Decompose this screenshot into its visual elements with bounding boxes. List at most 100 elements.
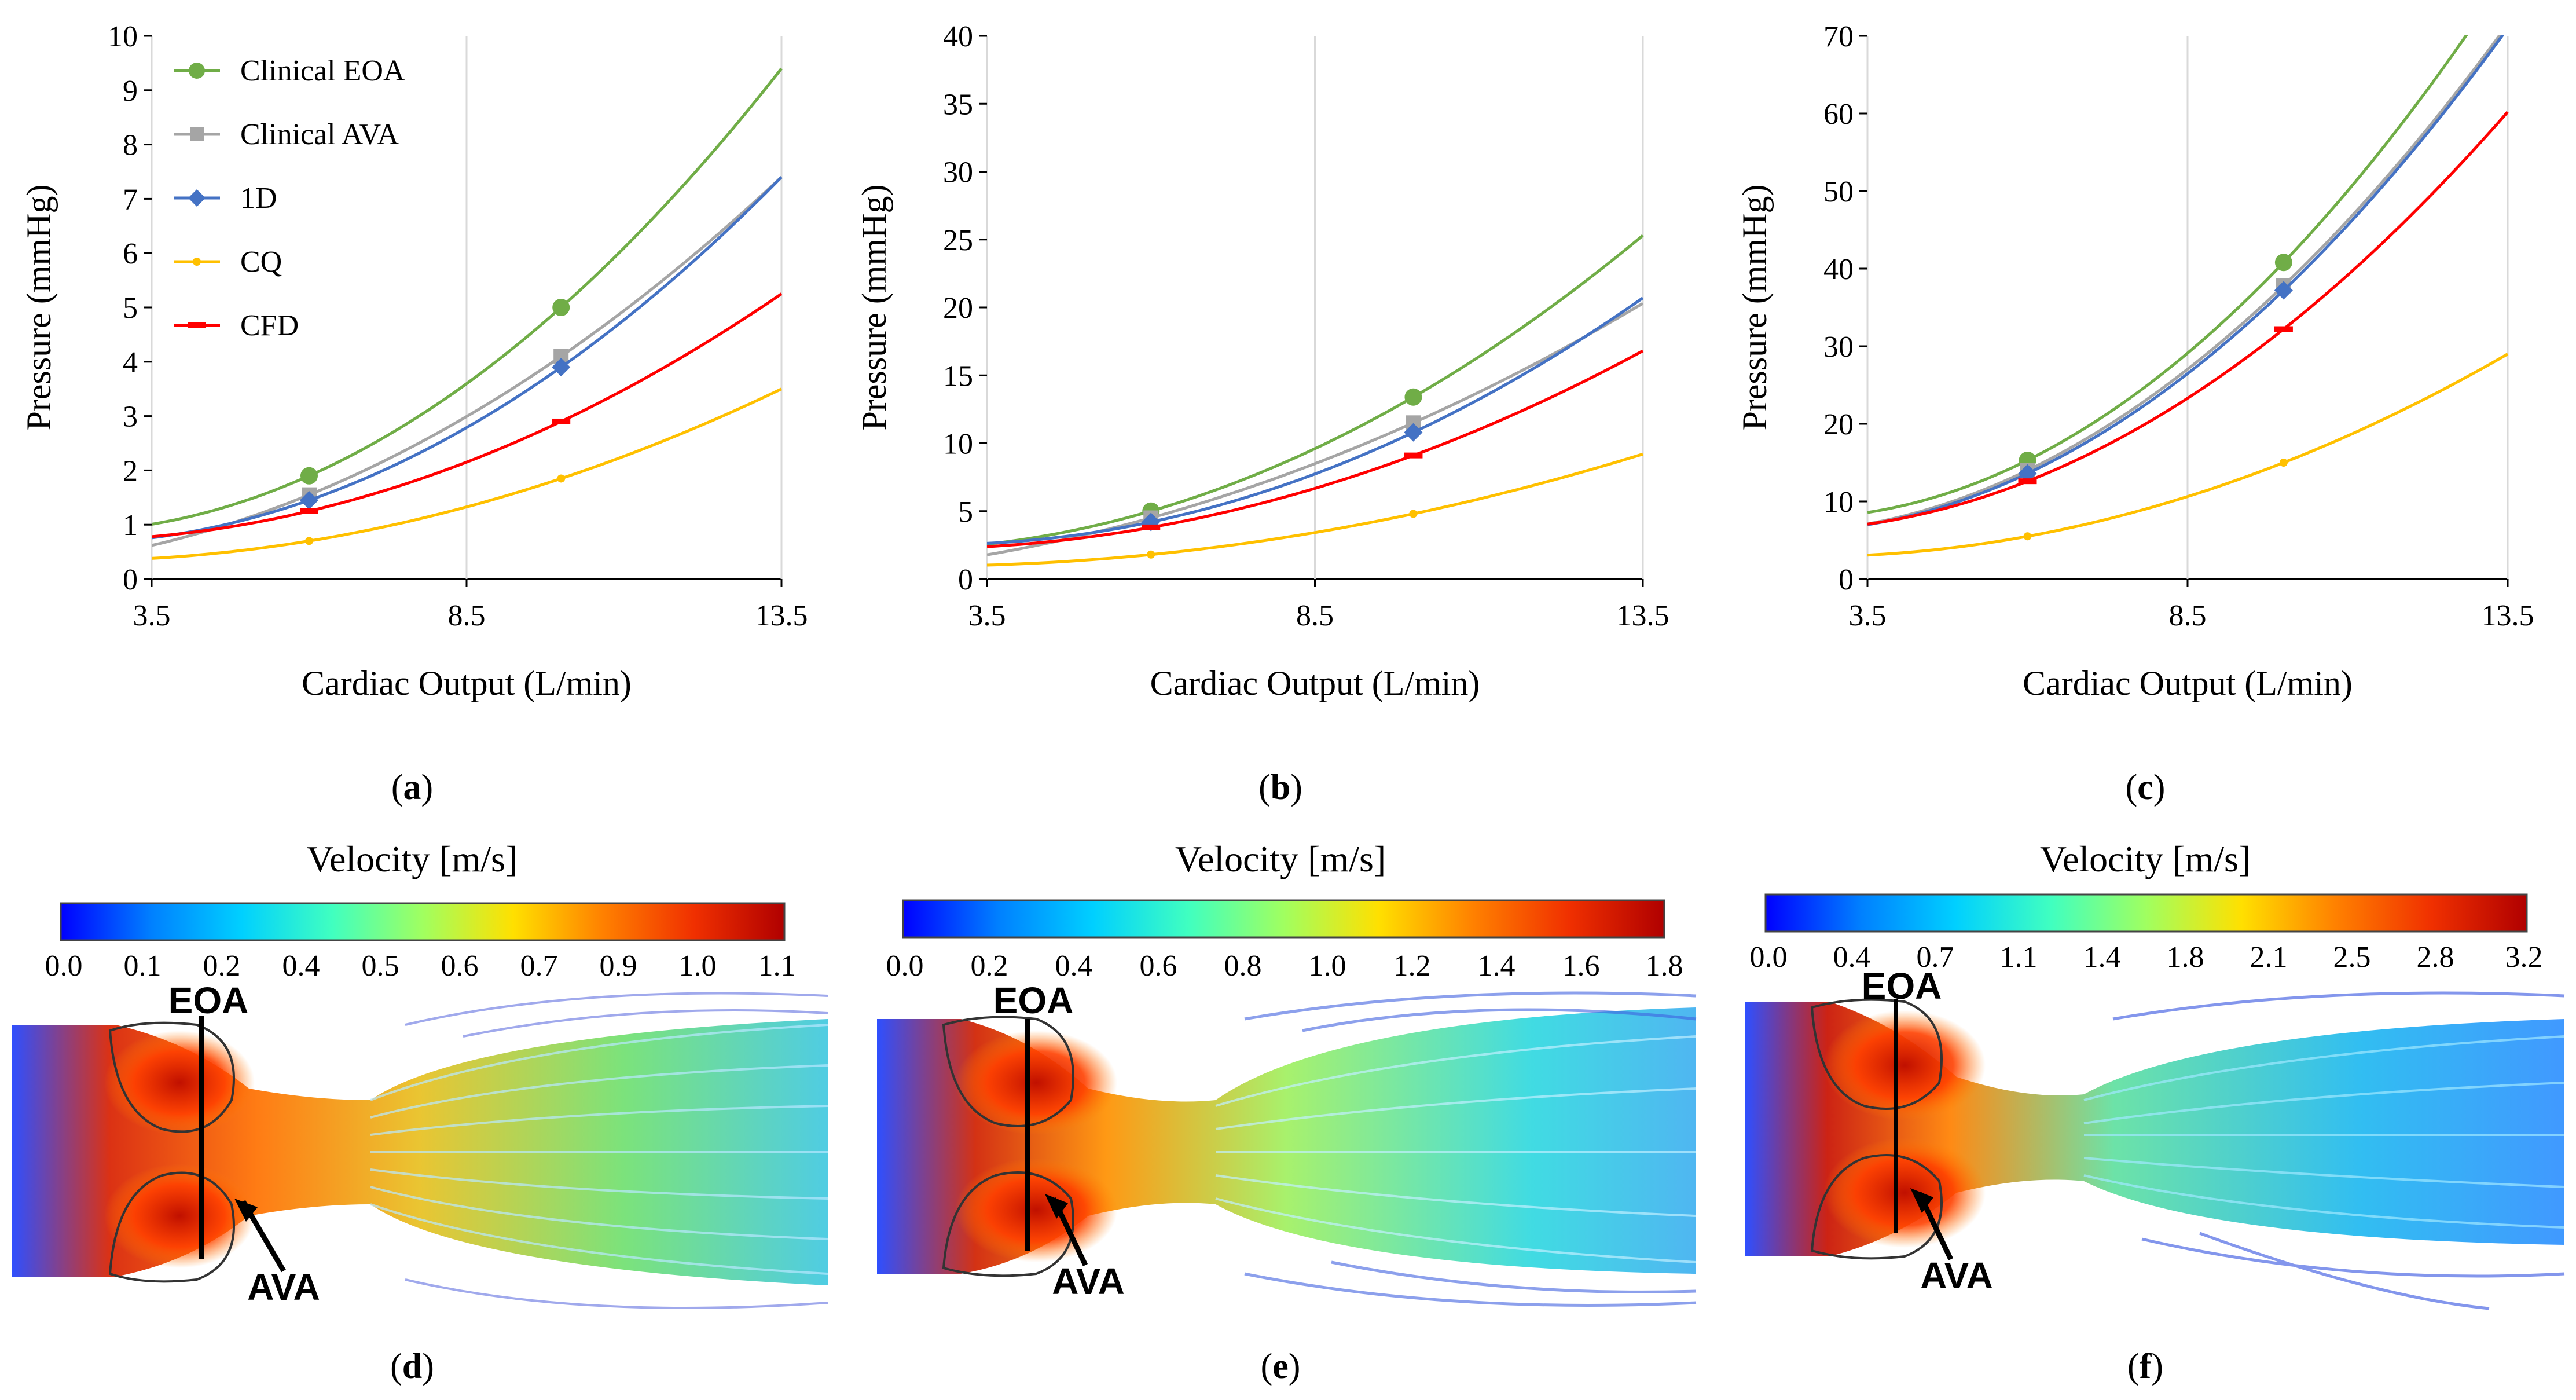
chart-panel-a: 0 1 2 3 4 5 6 7 8 9 10 3.5 8.5 13.5 Cardiac Output (L/… [20,20,808,702]
flow-field-f [1745,991,2565,1310]
y-tick-label: 0 [1839,563,1854,596]
x-tick-label: 3.5 [1849,599,1887,632]
series-line-cfd [987,349,1644,548]
colorbar-tick: 1.8 [1646,950,1683,983]
y-tick-label: 20 [943,292,973,325]
colorbar-ticks-e: 0.0 0.2 0.4 0.6 0.8 1.0 1.2 1.4 1.6 1.8 [886,950,1683,983]
y-axis-label: Pressure (mmHg) [855,185,893,431]
x-tick-label: 13.5 [1617,599,1669,632]
x-axis-label: Cardiac Output (L/min) [2023,664,2353,702]
data-point-cfd [2018,478,2037,485]
colorbar-tick: 0.6 [1140,950,1177,983]
data-point-cq [2279,459,2288,467]
colorbar-ticks-f: 0.0 0.4 0.7 1.1 1.4 1.8 2.1 2.5 2.8 3.2 [1750,941,2543,974]
series-line-clinical-eoa [1867,35,2469,514]
annotation-ava-f: AVA [1920,1255,1993,1296]
y-tick-label: 3 [123,401,138,434]
annotation-ava-d: AVA [247,1266,320,1308]
data-point-1d [2274,281,2293,300]
panel-label-b: (b) [1258,768,1302,807]
series-line-cfd [1867,111,2509,526]
legend-marker [189,63,205,79]
colorbar-tick: 0.4 [1833,941,1871,974]
y-tick-label: 20 [1823,408,1854,441]
legend-marker [190,127,204,141]
panel-label-c: (c) [2126,768,2166,807]
colorbar-tick: 2.8 [2417,941,2454,974]
colorbar-d [60,902,786,941]
series-line-clinical-ava [152,176,783,547]
y-tick-label: 0 [958,563,973,596]
y-tick-label: 50 [1823,175,1854,208]
y-tick-label: 40 [943,20,973,53]
series-line-1d [152,176,783,540]
legend-marker [193,258,201,266]
colorbar-tick: 0.2 [971,950,1008,983]
data-point-cfd [2274,326,2293,332]
data-point-cq [1147,550,1155,559]
y-tick-label: 10 [108,20,138,53]
y-tick-label: 6 [123,237,138,270]
data-point-cfd [1142,524,1161,530]
colorbar-tick: 1.8 [2167,941,2204,974]
data-point-cq [2023,532,2032,541]
legend: Clinical EOA Clinical AVA 1D CQ CFD [174,54,405,342]
x-axis-label: Cardiac Output (L/min) [1150,664,1480,702]
colorbar-tick: 0.0 [45,950,83,983]
data-point-cfd [1404,452,1423,459]
colorbar-tick: 1.1 [2000,941,2038,974]
colorbar-tick: 1.6 [1562,950,1600,983]
y-tick-label: 8 [123,129,138,162]
colorbar-tick: 0.4 [282,950,320,983]
series-line-clinical-eoa [152,67,783,526]
y-tick-label: 15 [943,360,973,393]
series-line-1d [987,296,1644,545]
x-tick-label: 3.5 [968,599,1006,632]
y-tick-label: 5 [958,496,973,529]
series-line-cq [152,387,783,560]
colorbar-tick: 0.0 [1750,941,1788,974]
annotation-ava-e: AVA [1052,1260,1125,1302]
data-point-1d [300,490,318,510]
y-tick-label: 70 [1823,20,1854,53]
y-axis-label: Pressure (mmHg) [1735,185,1774,431]
velocity-panel-e: Velocity [m/s] 0.0 0.2 0.4 0.6 0.8 1.0 1… [877,838,1697,1386]
x-tick-label: 13.5 [2482,599,2534,632]
legend-entry: Clinical EOA [240,54,405,87]
y-tick-label: 30 [943,156,973,189]
legend-entry: CFD [240,309,299,342]
colorbar-tick: 0.4 [1055,950,1093,983]
series-line-1d [1867,35,2505,526]
y-tick-label: 9 [123,75,138,108]
colorbar-tick: 3.2 [2505,941,2543,974]
x-tick-label: 13.5 [755,599,808,632]
colorbar-tick: 1.1 [758,950,796,983]
legend-entry: 1D [240,182,277,215]
series-line-cfd [152,292,783,538]
x-tick-label: 8.5 [2169,599,2207,632]
annotation-eoa-f: EOA [1862,965,1942,1007]
colorbar-f [1764,893,2528,933]
velocity-panel-f: Velocity [m/s] 0.0 0.4 0.7 1.1 1.4 1.8 2… [1745,838,2565,1386]
chart-panel-c: 0 10 20 30 40 50 60 70 3.5 8.5 13.5 Cardiac Output … [1735,20,2534,702]
colorbar-tick: 0.9 [600,950,637,983]
data-point-clinical-eoa [300,467,318,485]
colorbar-tick: 0.1 [124,950,162,983]
panel-label-f: (f) [2127,1347,2163,1386]
colorbar-tick: 0.7 [520,950,558,983]
panel-label-a: (a) [391,768,433,807]
colorbar-tick: 0.5 [362,950,399,983]
data-point-1d [552,358,571,377]
data-point-cq [305,537,313,545]
legend-marker [188,322,206,328]
y-tick-label: 4 [123,346,138,379]
panel-label-d: (d) [390,1347,434,1386]
y-tick-label: 10 [943,428,973,461]
x-tick-label: 3.5 [133,599,171,632]
colorbar-tick: 0.7 [1917,941,1954,974]
colorbar-tick: 0.6 [441,950,479,983]
data-point-clinical-eoa [1404,388,1422,406]
y-tick-label: 0 [123,563,138,596]
colorbar-e [902,899,1665,939]
